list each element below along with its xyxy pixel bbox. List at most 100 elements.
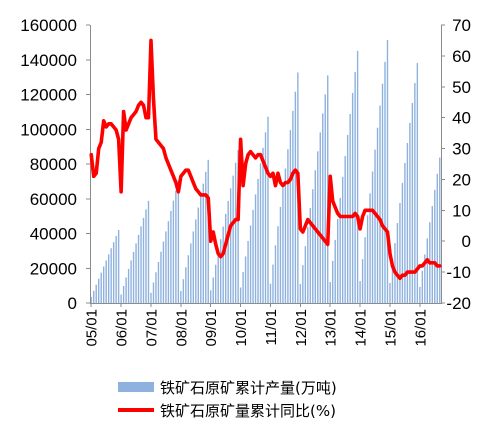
bar [117, 230, 120, 303]
bar [157, 262, 160, 303]
y-left-tick-label: 60000 [30, 190, 77, 209]
bar [224, 213, 227, 303]
y-left-tick-label: 100000 [20, 120, 77, 139]
bar [120, 294, 122, 303]
bar [409, 123, 411, 303]
bar [195, 219, 197, 303]
bar [404, 162, 406, 303]
legend-label-production: 铁矿石原矿累计产量(万吨) [160, 379, 337, 397]
y-left-tick-label: 80000 [30, 155, 77, 174]
x-tick-label: 09/01 [203, 309, 220, 347]
right-axis-ticks: -20 -10 0 10 20 30 40 50 60 70 [441, 16, 471, 313]
bar [351, 92, 354, 303]
bar [132, 251, 135, 303]
bar [319, 132, 321, 303]
bar [122, 285, 125, 303]
bar [416, 63, 419, 303]
bar [379, 105, 381, 304]
y-right-tick-label: 30 [452, 140, 471, 159]
bar [279, 206, 282, 303]
bar [282, 187, 284, 303]
y-right-tick-label: 20 [452, 170, 471, 189]
bar [292, 110, 294, 303]
legend-label-yoy: 铁矿石原矿量累计同比(%) [160, 402, 336, 420]
bar [414, 83, 416, 303]
bar [232, 175, 234, 303]
bar [115, 236, 117, 303]
bar [200, 195, 202, 303]
bar [160, 251, 162, 303]
bar [130, 260, 132, 303]
bar [212, 277, 214, 303]
bar [252, 209, 254, 303]
bar [90, 296, 92, 303]
bar [336, 218, 339, 303]
bar [207, 159, 209, 303]
production-bars [90, 39, 441, 304]
bar [105, 260, 107, 303]
bar [389, 283, 391, 303]
bar [284, 168, 287, 303]
bar [421, 270, 424, 303]
bar [227, 201, 229, 303]
bar [100, 272, 102, 303]
bar [197, 207, 199, 303]
bar [150, 292, 152, 303]
bar [210, 290, 212, 303]
bar [369, 193, 371, 303]
bar [165, 231, 167, 303]
bar [257, 178, 259, 303]
bar [98, 278, 100, 303]
bar [364, 237, 366, 303]
bar [436, 173, 438, 303]
bar [396, 223, 399, 303]
bar [247, 240, 249, 303]
bar [222, 226, 224, 303]
bar [205, 171, 207, 303]
y-left-tick-label: 140000 [20, 51, 77, 70]
x-tick-label: 11/01 [263, 309, 280, 345]
bar [439, 157, 441, 303]
bar [177, 180, 180, 303]
y-left-tick-label: 20000 [30, 259, 77, 278]
bar [269, 283, 272, 303]
bar [215, 264, 217, 303]
bar [327, 75, 329, 303]
bar [167, 221, 170, 303]
bar [170, 210, 172, 303]
y-right-tick-label: 40 [452, 109, 471, 128]
bar [322, 113, 324, 303]
bar [264, 132, 267, 303]
x-tick-label: 07/01 [143, 309, 160, 347]
bar [334, 239, 336, 303]
bar [254, 194, 257, 303]
bar [180, 291, 182, 303]
bar [135, 243, 137, 303]
y-left-tick-label: 0 [68, 294, 77, 313]
bar [314, 170, 316, 303]
bar [324, 94, 326, 303]
x-tick-label: 15/01 [382, 309, 399, 347]
bar [299, 284, 302, 303]
bar [175, 190, 177, 303]
bar [277, 226, 279, 303]
bar [374, 149, 376, 303]
x-tick-label: 06/01 [114, 309, 131, 347]
bar [426, 238, 429, 303]
bar [424, 254, 426, 303]
bar [344, 156, 346, 303]
bar [401, 182, 404, 303]
bar [381, 83, 384, 303]
x-tick-label: 14/01 [353, 309, 370, 347]
bar [192, 231, 195, 303]
bar [354, 71, 356, 303]
bar [110, 248, 112, 303]
bar [187, 255, 190, 303]
y-left-tick-label: 160000 [20, 16, 77, 35]
bar [309, 208, 312, 303]
bar [219, 239, 222, 303]
bar [274, 245, 277, 303]
bar [356, 50, 359, 303]
bar [349, 113, 351, 304]
